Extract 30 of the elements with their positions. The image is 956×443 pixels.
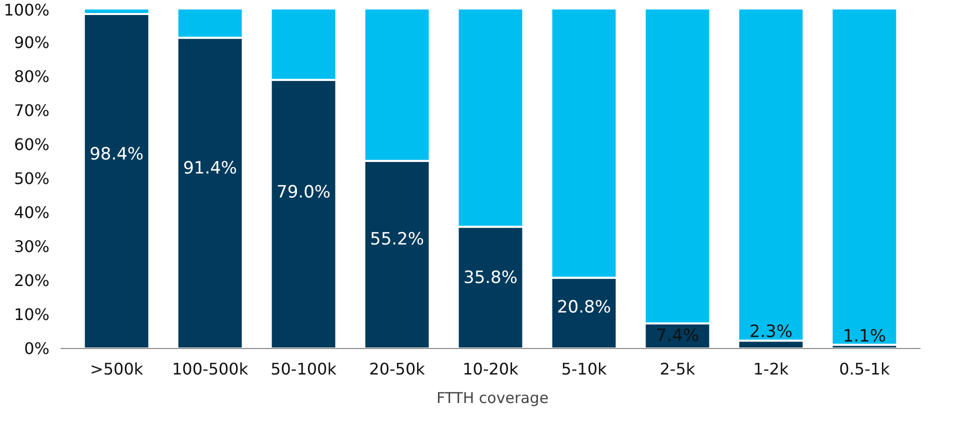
y-tick-label: 70% xyxy=(14,101,50,120)
data-label: 55.2% xyxy=(370,230,424,250)
x-tick-label: 50-100k xyxy=(270,360,338,378)
data-label: 98.4% xyxy=(90,144,144,164)
x-tick-label: 2-5k xyxy=(660,360,696,378)
data-label: 7.4% xyxy=(656,326,700,346)
y-tick-label: 40% xyxy=(14,203,50,222)
x-tick-label: 10-20k xyxy=(462,360,520,378)
y-tick-label: 60% xyxy=(14,135,50,154)
data-label: 2.3% xyxy=(749,322,793,342)
data-label: 35.8% xyxy=(464,268,518,288)
data-label: 20.8% xyxy=(556,297,611,318)
x-tick-label: 100-500k xyxy=(172,360,249,378)
y-tick-label: 0% xyxy=(24,339,50,358)
x-tick-label: >500k xyxy=(90,360,144,378)
y-tick-label: 50% xyxy=(14,169,50,188)
y-tick-label: 30% xyxy=(14,237,50,256)
y-tick-label: 100% xyxy=(4,0,50,20)
x-tick-label: 1-2k xyxy=(753,360,790,378)
y-tick-label: 10% xyxy=(14,305,50,324)
y-tick-label: 90% xyxy=(14,33,50,52)
text: FTTH coverage xyxy=(436,389,549,407)
data-label: 1.1% xyxy=(842,326,886,346)
x-tick-label: 0.5-1k xyxy=(839,360,890,378)
data-label: 79.0% xyxy=(276,182,331,203)
y-tick-label: 80% xyxy=(14,67,50,86)
x-tick-label: 20-50k xyxy=(369,360,426,378)
x-tick-label: 5-10k xyxy=(561,360,608,378)
y-tick-label: 20% xyxy=(14,271,50,290)
data-label: 91.4% xyxy=(183,158,238,178)
